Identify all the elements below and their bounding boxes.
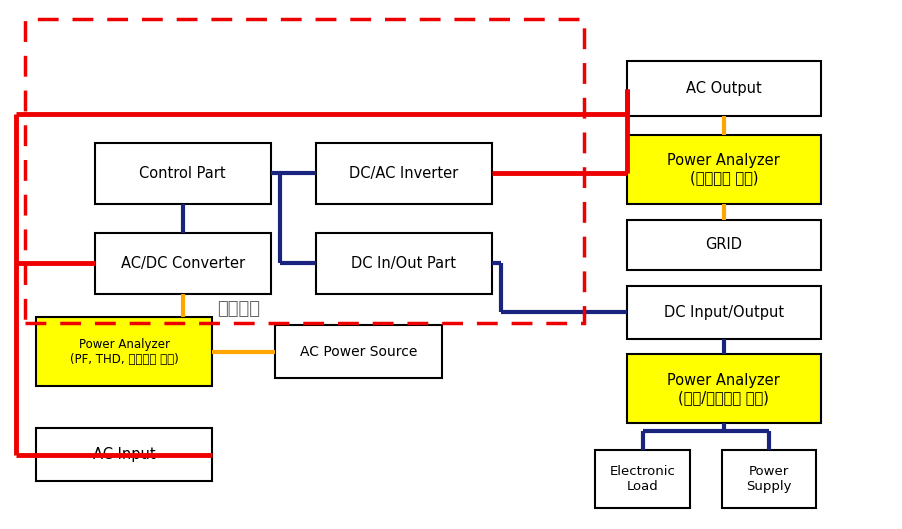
Bar	[95, 233, 271, 294]
Bar	[722, 450, 816, 508]
Bar	[627, 286, 821, 339]
Bar	[316, 233, 492, 294]
Bar	[595, 450, 690, 508]
Bar	[95, 143, 271, 204]
Text: AC Power Source: AC Power Source	[299, 345, 418, 359]
Text: Control Part: Control Part	[139, 166, 226, 181]
Bar	[36, 317, 212, 386]
Bar	[627, 61, 821, 116]
Text: AC Input: AC Input	[93, 448, 155, 462]
Text: Power Analyzer
(충전/방전모드 효율): Power Analyzer (충전/방전모드 효율)	[667, 372, 780, 405]
Text: AC Output: AC Output	[686, 81, 761, 96]
Text: Power Analyzer
(방전모드 효율): Power Analyzer (방전모드 효율)	[667, 153, 780, 186]
Bar	[627, 354, 821, 423]
Bar	[627, 220, 821, 270]
Text: DC In/Out Part: DC In/Out Part	[351, 256, 456, 271]
Text: 시험기기: 시험기기	[217, 300, 261, 318]
Text: Power Analyzer
(PF, THD, 충전모드 효율): Power Analyzer (PF, THD, 충전모드 효율)	[69, 338, 179, 366]
Bar	[36, 428, 212, 481]
Text: DC Input/Output: DC Input/Output	[664, 305, 784, 320]
Text: DC/AC Inverter: DC/AC Inverter	[349, 166, 458, 181]
Bar	[316, 143, 492, 204]
Text: Power
Supply: Power Supply	[746, 465, 792, 492]
Bar	[627, 135, 821, 204]
Text: AC/DC Converter: AC/DC Converter	[121, 256, 244, 271]
Bar	[275, 325, 442, 378]
Text: GRID: GRID	[705, 237, 742, 252]
Text: Electronic
Load: Electronic Load	[610, 465, 676, 492]
Bar	[25, 19, 584, 323]
